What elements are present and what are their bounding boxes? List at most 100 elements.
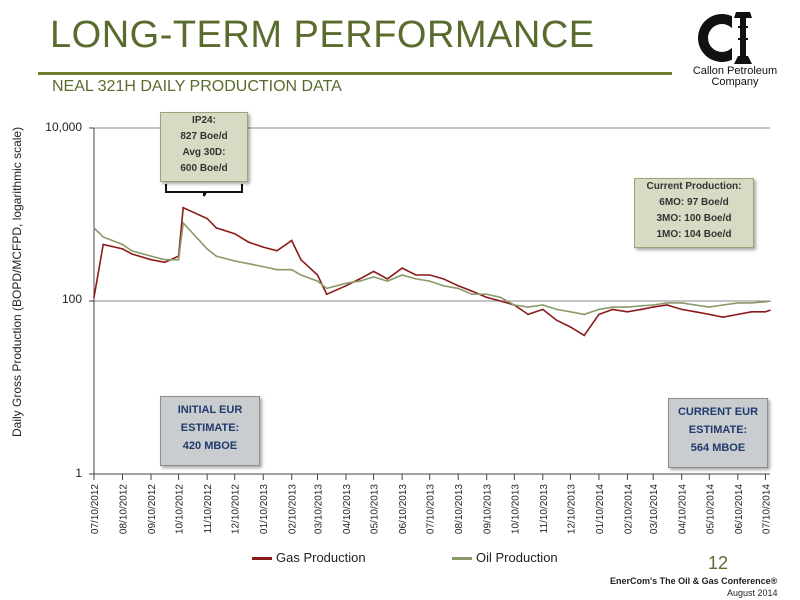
x-tick-label: 04/10/2014	[678, 484, 689, 534]
gas-data-point	[769, 309, 771, 312]
y-tick-label: 10,000	[45, 120, 82, 134]
x-tick-label: 11/10/2013	[539, 484, 550, 534]
gas-data-point	[401, 267, 403, 269]
oil-data-point	[652, 304, 654, 306]
gas-data-point	[499, 300, 502, 302]
oil-data-point	[150, 255, 152, 257]
gas-data-point	[611, 308, 614, 311]
current-eur-line-3: 564 MBOE	[690, 442, 746, 454]
oil-data-point	[485, 293, 488, 296]
x-tick-label: 04/10/2013	[342, 484, 353, 534]
oil-data-point	[737, 302, 739, 304]
gas-data-point	[215, 227, 218, 229]
oil-data-point	[583, 313, 585, 316]
x-tick-label: 01/10/2013	[259, 484, 270, 534]
logo-text-line2: Company	[711, 76, 759, 88]
x-tick-label: 01/10/2014	[595, 484, 606, 534]
current-line-4: 1MO: 104 Boe/d	[656, 229, 732, 240]
ip-line-2: 827 Boe/d	[180, 131, 228, 142]
gas-data-point	[764, 311, 767, 313]
oil-data-point	[611, 306, 614, 308]
gas-data-point	[583, 334, 585, 337]
ip-line-4: 600 Boe/d	[180, 163, 228, 174]
slide-subtitle: NEAL 321H DAILY PRODUCTION DATA	[52, 78, 342, 95]
oil-data-point	[386, 280, 389, 282]
legend-label-gas: Gas Production	[276, 550, 366, 565]
oil-data-point	[694, 304, 697, 306]
x-tick-label: 03/10/2014	[649, 484, 660, 534]
oil-data-point	[542, 304, 544, 306]
x-tick-label: 03/10/2013	[313, 484, 324, 534]
oil-series-line	[93, 221, 771, 316]
oil-data-point	[316, 280, 319, 282]
gas-data-point	[569, 326, 572, 328]
oil-data-point	[598, 308, 600, 311]
oil-data-point	[442, 285, 445, 287]
gas-data-point	[555, 319, 558, 322]
logo-text-line1: Callon Petroleum	[692, 65, 778, 77]
initial-eur-line-3: 420 MBOE	[182, 440, 238, 452]
x-tick-label: 07/10/2012	[90, 484, 101, 534]
gas-data-point	[262, 246, 265, 248]
oil-data-point	[680, 302, 683, 304]
oil-data-point	[215, 255, 218, 257]
gas-data-point	[415, 274, 417, 276]
oil-data-point	[300, 274, 302, 276]
oil-data-point	[247, 262, 250, 265]
oil-data-point	[769, 300, 771, 302]
slide-title: LONG-TERM PERFORMANCE	[50, 14, 595, 56]
x-tick-label: 10/10/2012	[175, 484, 186, 534]
current-line-1: Current Production:	[646, 181, 742, 192]
oil-data-point	[262, 265, 265, 268]
gas-data-point	[182, 206, 184, 209]
x-tick-label: 06/10/2014	[734, 484, 745, 534]
oil-data-point	[666, 302, 668, 304]
current-eur-line-1: CURRENT EUR	[677, 406, 759, 418]
gas-data-point	[206, 217, 208, 220]
x-tick-label: 11/10/2012	[203, 484, 214, 534]
gas-data-point	[542, 308, 544, 311]
logo-mark-icon	[698, 12, 752, 64]
legend-swatch-oil	[452, 557, 472, 561]
y-tick-label: 1	[75, 466, 82, 480]
oil-data-point	[640, 305, 642, 307]
initial-eur-line-1: INITIAL EUR	[177, 404, 243, 416]
x-tick-label: 12/10/2012	[231, 484, 242, 534]
x-tick-label: 06/10/2013	[398, 484, 409, 534]
gas-data-point	[640, 308, 642, 311]
gas-data-point	[316, 274, 319, 276]
current-production-box: Current Production: 6MO: 97 Boe/d 3MO: 1…	[634, 178, 754, 248]
gas-data-point	[164, 261, 166, 264]
current-eur-box: CURRENT EUR ESTIMATE: 564 MBOE	[668, 398, 768, 468]
y-tick-label: 100	[61, 292, 82, 306]
oil-data-point	[750, 302, 753, 304]
gas-data-point	[428, 274, 431, 276]
oil-data-point	[499, 296, 502, 299]
x-tick-label: 07/10/2014	[761, 484, 772, 534]
oil-data-point	[164, 258, 166, 261]
gas-data-point	[485, 296, 488, 299]
ip-line-1: IP24:	[192, 115, 216, 126]
oil-data-point	[359, 280, 361, 282]
gas-data-point	[359, 278, 361, 280]
initial-eur-line-2: ESTIMATE:	[180, 422, 240, 434]
gas-data-point	[737, 313, 739, 316]
oil-data-point	[569, 311, 572, 313]
ip-annotation-box: IP24: 827 Boe/d Avg 30D: 600 Boe/d	[160, 112, 248, 182]
gas-data-point	[300, 258, 302, 261]
gas-data-point	[150, 258, 152, 261]
oil-data-point	[182, 222, 184, 224]
oil-data-point	[177, 258, 180, 261]
gas-data-point	[680, 308, 683, 311]
x-tick-label: 02/10/2013	[288, 484, 299, 534]
oil-data-point	[206, 248, 208, 250]
footer-date: August 2014	[727, 588, 778, 598]
gas-data-point	[666, 304, 668, 306]
oil-data-point	[102, 236, 104, 238]
legend-item-gas: Gas Production	[252, 550, 366, 565]
gas-data-point	[598, 313, 600, 316]
legend-swatch-gas	[252, 557, 272, 561]
oil-data-point	[130, 250, 133, 252]
gas-data-point	[722, 316, 724, 319]
